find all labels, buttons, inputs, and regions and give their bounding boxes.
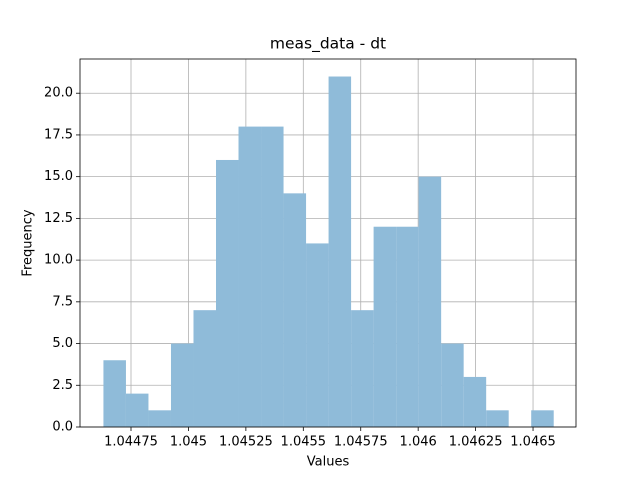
bar — [125, 393, 149, 427]
x-tick-label: 1.0465 — [510, 435, 556, 450]
x-axis-label: Values — [307, 455, 350, 470]
bar — [238, 126, 262, 428]
plot-frame — [79, 58, 577, 428]
y-axis-label: Frequency — [21, 209, 36, 276]
chart-title: meas_data - dt — [270, 35, 386, 54]
y-tick-label: 5.0 — [52, 336, 73, 351]
bar — [396, 226, 419, 427]
y-tick-label: 17.5 — [44, 127, 73, 142]
bar — [328, 76, 352, 428]
bar — [373, 226, 397, 427]
bar — [193, 310, 217, 427]
y-tick-label: 15.0 — [44, 169, 73, 184]
bar — [441, 343, 464, 427]
x-tick-label: 1.04575 — [334, 435, 388, 450]
bar — [283, 193, 307, 427]
x-tick-label: 1.04525 — [219, 435, 273, 450]
bar — [306, 243, 329, 427]
bar — [216, 159, 239, 427]
x-tick-label: 1.04625 — [449, 435, 503, 450]
y-tick-label: 0.0 — [52, 420, 73, 435]
y-tick-label: 2.5 — [52, 378, 73, 393]
bar — [351, 310, 374, 427]
bar — [463, 376, 487, 427]
bar — [170, 343, 194, 427]
bar — [531, 410, 554, 427]
x-tick-label: 1.046 — [400, 435, 437, 450]
y-tick-label: 7.5 — [52, 294, 73, 309]
x-tick-label: 1.045 — [170, 435, 207, 450]
y-tick-label: 12.5 — [44, 211, 73, 226]
bar — [148, 410, 171, 427]
bar — [418, 176, 442, 427]
bar — [261, 126, 284, 428]
y-tick-label: 10.0 — [44, 253, 73, 268]
y-tick-label: 20.0 — [44, 86, 73, 101]
bar — [486, 410, 509, 427]
bar — [103, 360, 126, 427]
x-tick-label: 1.04475 — [104, 435, 158, 450]
x-tick-label: 1.0455 — [281, 435, 327, 450]
